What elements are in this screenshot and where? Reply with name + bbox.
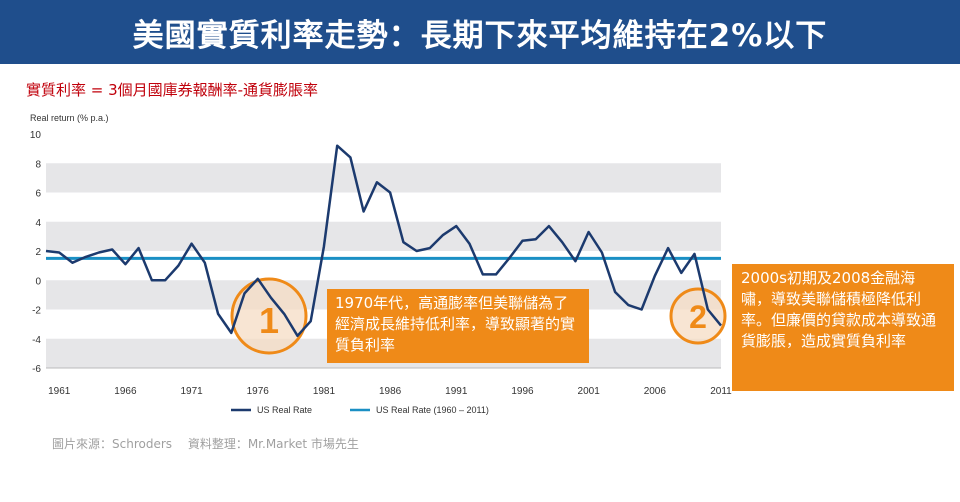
x-tick-label: 1961 xyxy=(48,386,71,397)
page-title: 美國實質利率走勢：長期下來平均維持在2%以下 xyxy=(132,17,828,54)
x-tick-label: 1996 xyxy=(511,386,534,397)
x-tick-label: 1976 xyxy=(247,386,270,397)
annotation-2000s: 2000s初期及2008金融海嘯，導致美聯儲積極降低利率。但廉價的貸款成本導致通… xyxy=(732,264,954,391)
series-group xyxy=(45,144,722,338)
y-tick-label: 0 xyxy=(35,276,41,287)
us-real-rate-line xyxy=(45,144,722,338)
x-tick-label: 1981 xyxy=(313,386,336,397)
x-tick-label: 1991 xyxy=(445,386,468,397)
x-tick-label: 1986 xyxy=(379,386,402,397)
x-tick-label: 2006 xyxy=(644,386,667,397)
y-tick-label: -2 xyxy=(32,306,41,317)
legend-label-average: US Real Rate (1960 – 2011) xyxy=(376,405,489,415)
legend: US Real Rate US Real Rate (1960 – 2011) xyxy=(231,405,489,415)
real-rate-formula: 實質利率 = 3個月國庫券報酬率-通貨膨脹率 xyxy=(26,81,319,99)
y-axis-label: Real return (% p.a.) xyxy=(30,113,109,123)
highlight-circle-1970s xyxy=(230,277,308,355)
x-axis-ticks: 1961 1966 1971 1976 1981 1986 1991 1996 2001 2006… xyxy=(48,386,732,397)
highlight-circle-2008 xyxy=(669,287,727,345)
annotation-1970s: 1970年代，高通膨率但美聯儲為了經濟成長維持低利率，導致顯著的實質負利率 xyxy=(327,289,589,363)
y-tick-label: 2 xyxy=(35,247,41,258)
y-tick-label: -4 xyxy=(32,335,41,346)
x-tick-label: 2001 xyxy=(578,386,601,397)
title-banner: 美國實質利率走勢：長期下來平均維持在2%以下 xyxy=(0,0,960,64)
x-tick-label: 1971 xyxy=(180,386,203,397)
y-tick-label: -6 xyxy=(32,364,41,375)
y-tick-label: 8 xyxy=(35,159,41,170)
y-tick-label: 10 xyxy=(30,130,42,141)
legend-label-real-rate: US Real Rate xyxy=(257,405,312,415)
x-tick-label: 1966 xyxy=(114,386,137,397)
source-credit: 圖片來源：Schroders 資料整理：Mr.Market 市場先生 xyxy=(52,437,359,451)
y-tick-label: 6 xyxy=(35,189,41,200)
y-axis-ticks: 10 8 6 4 2 0 -2 -4 -6 xyxy=(30,130,42,375)
y-tick-label: 4 xyxy=(35,218,41,229)
x-tick-label: 2011 xyxy=(710,386,732,397)
marker-2: 2 xyxy=(689,299,707,335)
grid-band xyxy=(46,221,721,251)
marker-1: 1 xyxy=(259,300,279,341)
